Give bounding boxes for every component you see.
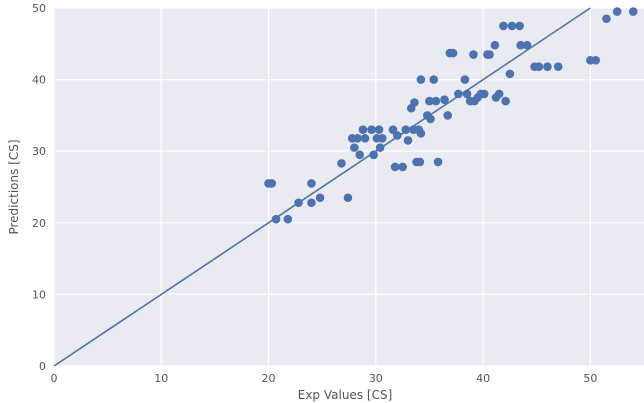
data-point (505, 69, 515, 79)
data-point (415, 157, 425, 167)
horizontal-gridlines (54, 7, 644, 367)
data-point (360, 134, 370, 143)
data-point (358, 125, 368, 135)
plot-area (54, 8, 644, 366)
data-point (367, 125, 376, 135)
data-point (462, 89, 472, 99)
data-point (433, 157, 443, 167)
data-point (612, 7, 622, 16)
y-tick-labels: 0 10 20 30 40 50 (32, 2, 46, 373)
data-point (522, 40, 532, 50)
data-point (390, 162, 400, 172)
data-point (377, 134, 387, 143)
data-point (429, 75, 439, 84)
y-tick-label: 10 (32, 288, 46, 301)
data-point (307, 179, 316, 188)
data-point (490, 40, 500, 50)
data-point (494, 89, 504, 99)
data-point (515, 21, 524, 31)
data-point (425, 96, 434, 106)
data-point (398, 162, 407, 172)
data-point (479, 89, 489, 99)
data-point (602, 14, 611, 24)
data-point (501, 96, 510, 106)
data-point (401, 125, 411, 135)
data-point (485, 50, 494, 59)
y-axis-label: Predictions [CS] (7, 139, 21, 234)
data-point (375, 143, 385, 152)
y-tick-label: 50 (32, 2, 46, 15)
data-point (403, 136, 413, 145)
data-point (628, 7, 638, 16)
data-point (448, 48, 458, 58)
x-tick-label: 0 (51, 372, 58, 385)
data-point (454, 89, 463, 99)
data-point (271, 214, 281, 224)
x-axis-label: Exp Values [CS] (298, 388, 393, 402)
data-point (353, 134, 362, 143)
data-point (283, 214, 293, 224)
x-tick-label: 50 (583, 372, 597, 385)
data-point (440, 95, 449, 104)
data-point (460, 75, 470, 84)
data-point (343, 193, 353, 203)
data-point (591, 55, 601, 65)
x-tick-label: 20 (262, 372, 276, 385)
data-point (469, 50, 478, 59)
x-tick-label: 30 (369, 372, 383, 385)
data-point (416, 129, 426, 138)
data-point (369, 150, 378, 160)
data-point (431, 96, 441, 106)
data-point (392, 131, 402, 140)
data-point (499, 21, 508, 31)
data-point (443, 111, 452, 120)
y-tick-label: 20 (32, 217, 46, 230)
y-tick-label: 30 (32, 145, 46, 158)
x-tick-label: 10 (154, 372, 168, 385)
data-point (307, 198, 316, 208)
data-point (426, 114, 435, 124)
data-point (410, 98, 419, 107)
data-point (294, 198, 303, 208)
data-point (315, 193, 325, 203)
data-point (553, 62, 563, 72)
data-point (507, 21, 517, 31)
data-point (534, 62, 544, 72)
data-point (543, 62, 552, 72)
x-tick-labels: 0 10 20 30 40 50 (51, 372, 598, 385)
x-tick-label: 40 (476, 372, 490, 385)
data-point (416, 75, 426, 84)
data-points (264, 7, 638, 224)
data-point (350, 143, 359, 152)
y-tick-label: 0 (39, 360, 46, 373)
data-point (374, 125, 384, 135)
data-point (355, 150, 365, 160)
identity-reference-line (53, 7, 591, 367)
data-point (337, 159, 346, 168)
data-point (267, 179, 277, 188)
y-tick-label: 40 (32, 74, 46, 87)
data-point (516, 40, 525, 50)
